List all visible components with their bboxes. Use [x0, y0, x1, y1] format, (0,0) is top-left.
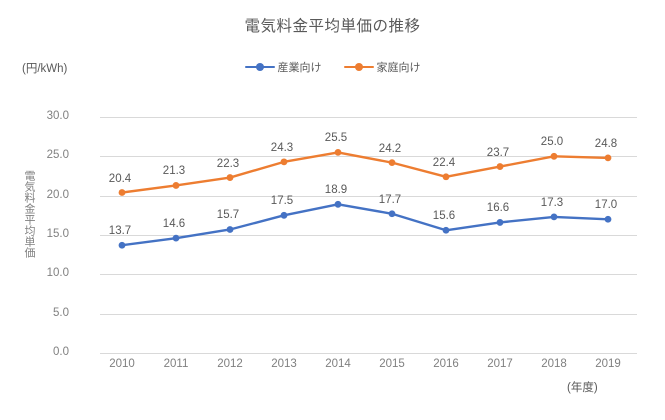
data-point-label: 15.6 — [432, 210, 456, 223]
data-point[interactable] — [172, 234, 180, 242]
legend-marker-household-icon — [343, 61, 374, 73]
legend-marker-industrial-icon — [244, 61, 275, 73]
x-axis-tick-label: 2013 — [271, 358, 297, 370]
data-point-label: 14.6 — [162, 218, 186, 231]
data-point-label: 17.3 — [540, 196, 564, 209]
gridline — [100, 235, 637, 236]
y-axis-title: 電気料金平均単価 — [23, 170, 35, 258]
data-point-label: 25.5 — [324, 132, 348, 145]
plot-area: 0.0 5.0 10.0 15.0 20.0 25.0 30.0 2010 2011 2012 2… — [47, 110, 637, 370]
data-point[interactable] — [334, 149, 342, 156]
series-line — [120, 151, 610, 194]
x-axis-tick-label: 2015 — [379, 358, 405, 370]
legend-item-household[interactable]: 家庭向け — [343, 59, 421, 75]
data-point-label: 20.4 — [108, 172, 132, 185]
gridline — [100, 353, 637, 354]
legend-label-household: 家庭向け — [376, 62, 421, 74]
data-point[interactable] — [280, 158, 288, 166]
data-point-label: 13.7 — [108, 225, 132, 238]
data-point[interactable] — [172, 182, 180, 189]
data-point[interactable] — [604, 215, 612, 223]
y-axis-tick-label: 20.0 — [46, 188, 69, 201]
data-point-label: 22.3 — [216, 157, 240, 170]
y-axis-tick-label: 15.0 — [46, 228, 69, 240]
y-axis-tick-label: 25.0 — [46, 149, 69, 162]
y-axis-unit-label: (円/kWh) — [22, 63, 68, 75]
data-point[interactable] — [388, 159, 396, 167]
y-axis-tick-label: 0.0 — [53, 346, 69, 358]
data-point-label: 23.7 — [486, 146, 510, 159]
data-point[interactable] — [550, 213, 558, 221]
legend-label-industrial: 産業向け — [277, 62, 322, 74]
data-point-label: 17.5 — [270, 195, 294, 208]
data-point[interactable] — [442, 173, 450, 181]
chart-legend: 産業向け 家庭向け — [0, 59, 665, 75]
data-point-label: 22.4 — [432, 156, 456, 169]
data-point-label: 17.0 — [594, 199, 618, 212]
data-point[interactable] — [280, 211, 288, 219]
x-axis-tick-label: 2019 — [595, 358, 621, 370]
data-point-label: 18.9 — [324, 184, 348, 197]
series-layer — [118, 149, 612, 249]
data-point[interactable] — [442, 226, 450, 234]
x-axis-tick-label: 2017 — [487, 358, 513, 370]
x-axis-tick-label: 2012 — [217, 358, 243, 370]
data-point[interactable] — [496, 163, 504, 170]
data-point[interactable] — [226, 174, 234, 181]
x-axis-tick-label: 2014 — [325, 358, 351, 370]
data-point-label: 21.3 — [162, 165, 186, 178]
gridline — [100, 313, 637, 315]
legend-item-industrial[interactable]: 産業向け — [244, 59, 322, 75]
data-point-label: 24.8 — [594, 137, 618, 150]
data-point-label: 24.3 — [270, 141, 294, 154]
data-point[interactable] — [118, 189, 126, 196]
y-axis-tick-label: 10.0 — [46, 267, 69, 280]
data-point[interactable] — [496, 219, 504, 226]
data-point[interactable] — [334, 200, 342, 208]
data-point[interactable] — [550, 152, 558, 160]
data-point-label: 24.2 — [378, 142, 402, 155]
gridline — [100, 117, 637, 118]
data-point[interactable] — [388, 210, 396, 218]
x-axis-tick-label: 2011 — [163, 358, 189, 370]
data-point-label: 25.0 — [540, 136, 564, 149]
data-point[interactable] — [118, 241, 126, 249]
data-point[interactable] — [226, 226, 234, 233]
series-line — [120, 203, 610, 247]
data-point-label: 16.6 — [486, 202, 510, 215]
chart-title: 電気料金平均単価の推移 — [244, 18, 421, 35]
gridline — [100, 195, 637, 197]
y-axis-tick-label: 5.0 — [53, 306, 69, 319]
gridline — [100, 156, 637, 158]
x-axis-tick-label: 2016 — [433, 358, 459, 370]
x-axis-unit-label: (年度) — [567, 382, 598, 394]
y-axis-tick-label: 30.0 — [46, 110, 69, 122]
data-point[interactable] — [604, 154, 612, 162]
x-axis-tick-label: 2010 — [109, 358, 135, 370]
gridline — [100, 274, 637, 276]
data-point-label: 17.7 — [378, 193, 402, 206]
data-point-label: 15.7 — [216, 209, 240, 222]
x-axis-tick-label: 2018 — [541, 358, 567, 370]
